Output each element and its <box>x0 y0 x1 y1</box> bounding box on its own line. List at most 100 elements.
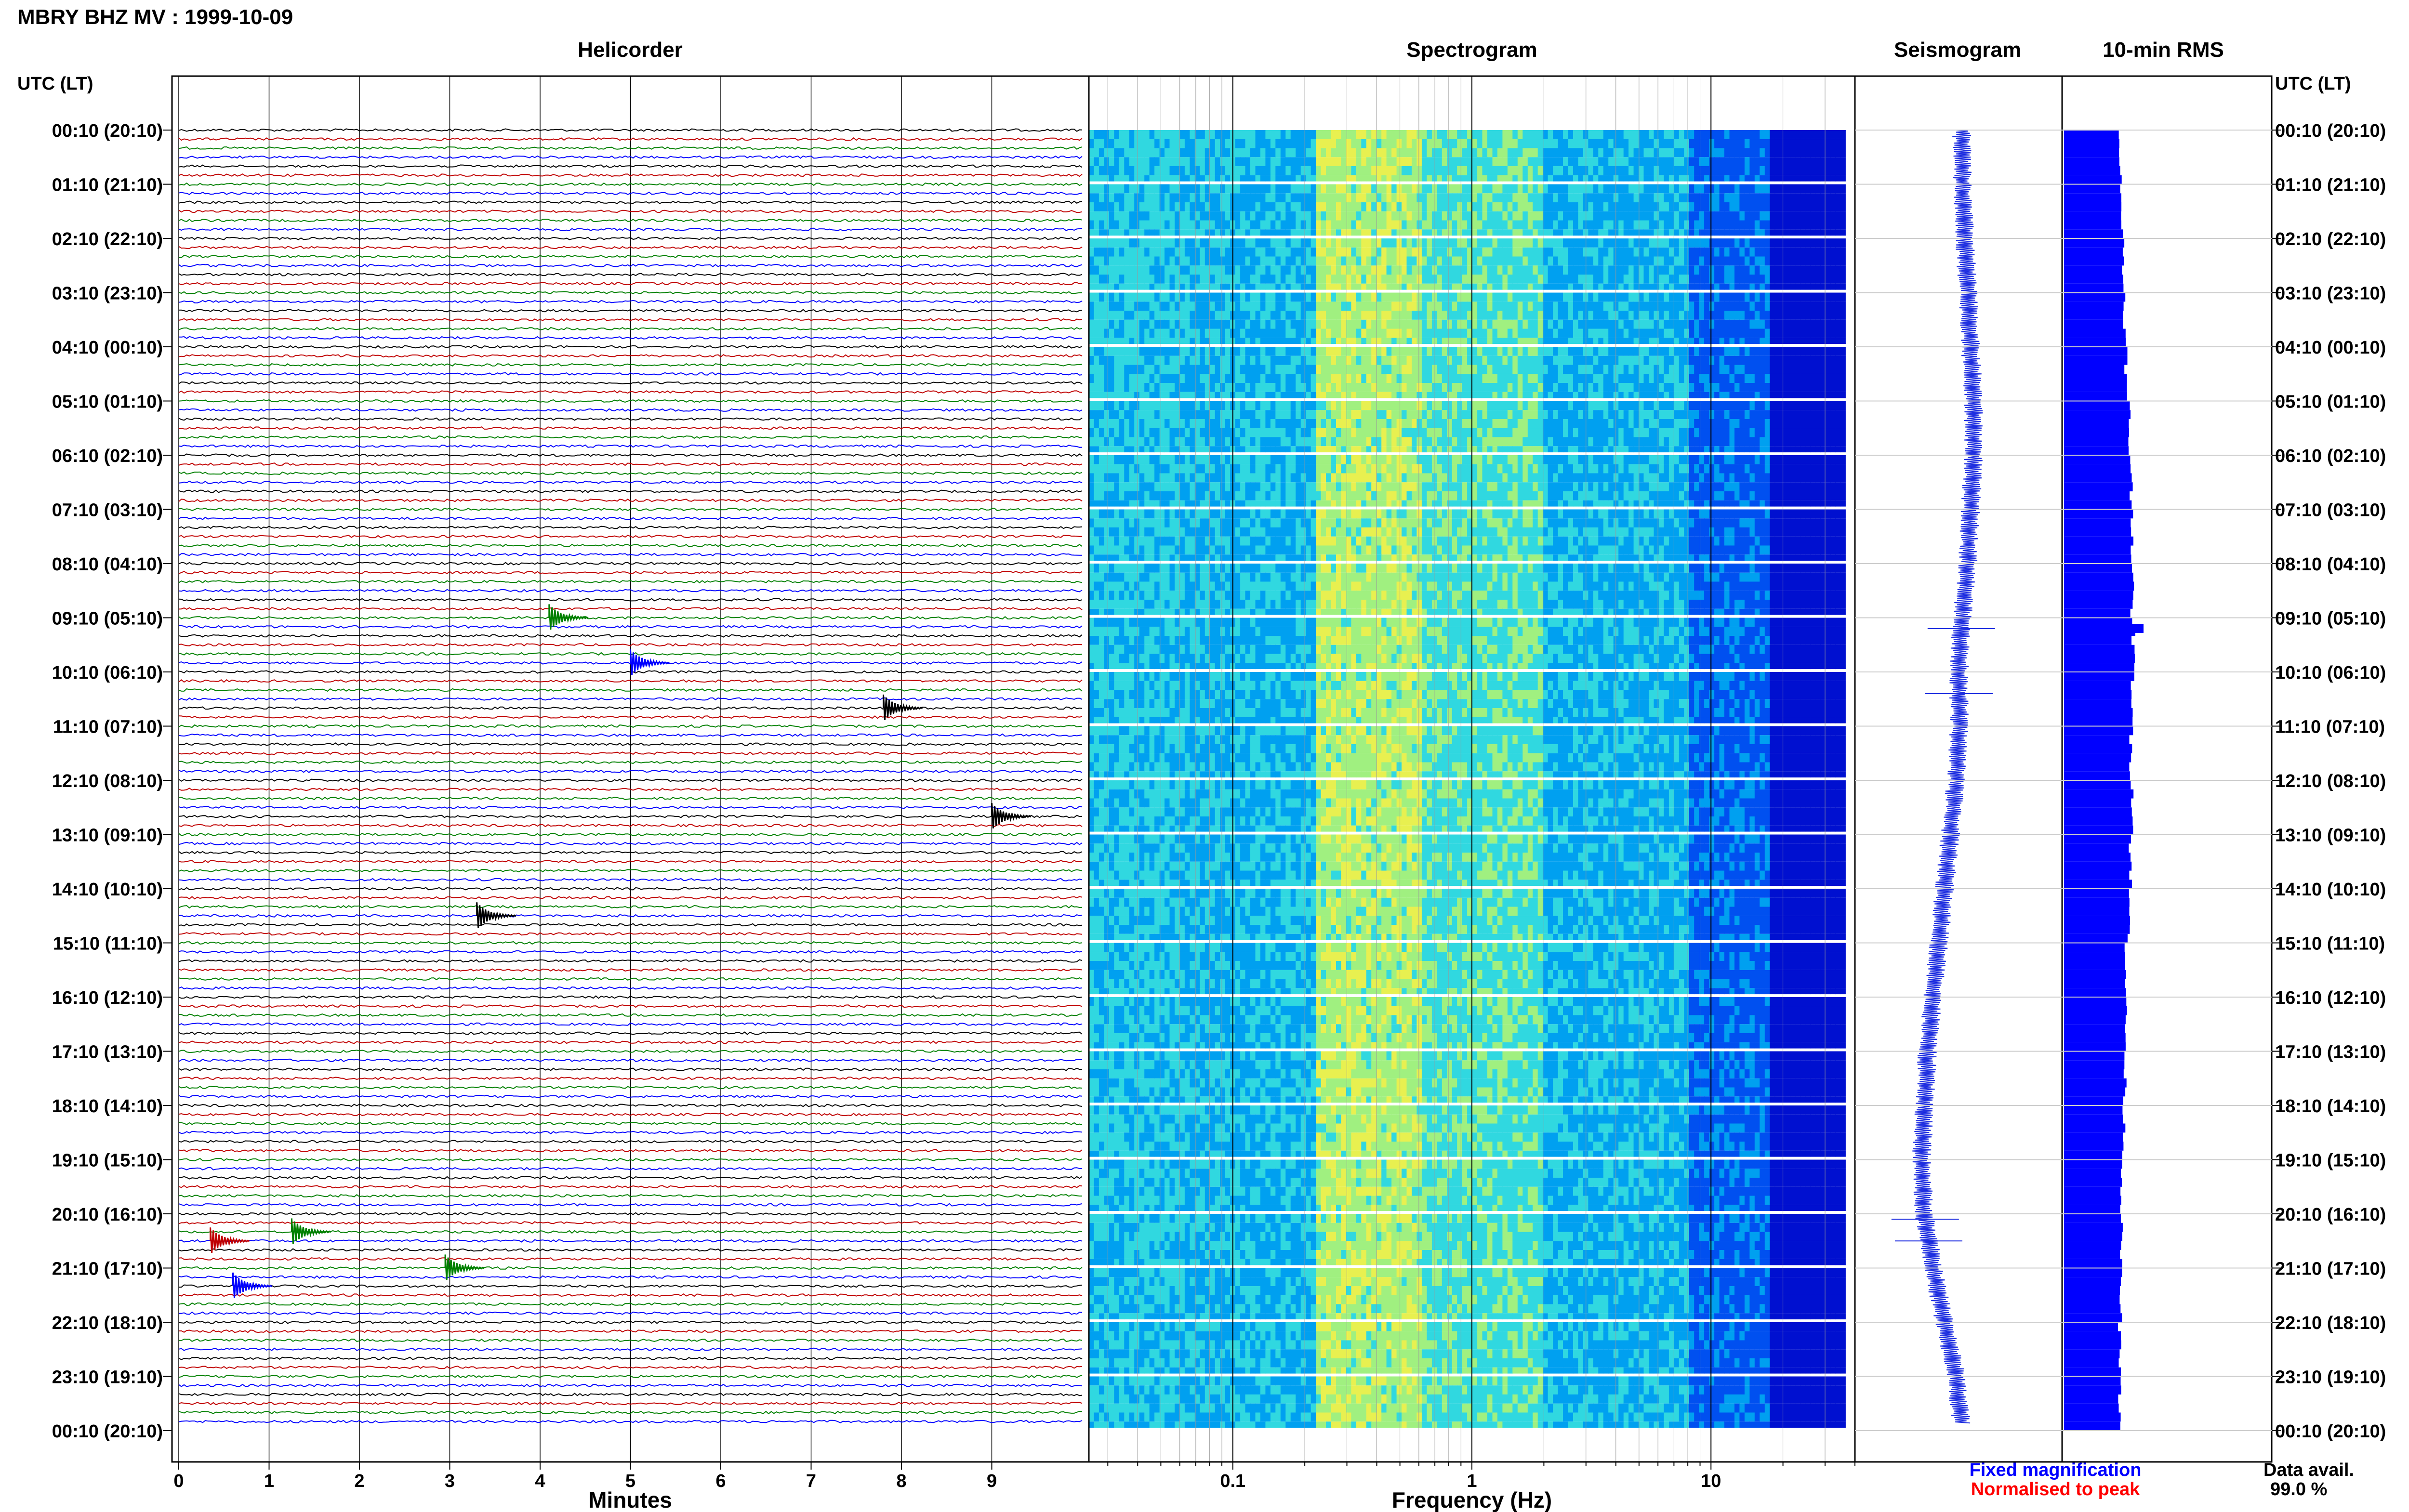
spectrogram-cell <box>1200 293 1205 302</box>
spectrogram-cell <box>1472 221 1478 230</box>
spectrogram-cell <box>1170 130 1175 139</box>
spectrogram-cell <box>1124 148 1129 158</box>
spectrogram-cell <box>1412 221 1417 230</box>
spectrogram-cell <box>1250 284 1256 290</box>
spectrogram-cell <box>1416 275 1422 284</box>
spectrogram-cell <box>1785 265 1790 275</box>
spectrogram-cell <box>1654 202 1659 211</box>
spectrogram-cell <box>1739 275 1745 284</box>
spectrogram-cell <box>1522 392 1528 398</box>
spectrogram-cell <box>1316 275 1321 284</box>
spectrogram-panel: 0.1 1 10 <box>1089 76 1855 1491</box>
spectrogram-cell <box>1397 338 1402 344</box>
spectrogram-cell <box>1437 130 1442 139</box>
spectrogram-cell <box>1412 356 1417 365</box>
spectrogram-cell <box>1820 374 1826 383</box>
spectrogram-cell <box>1391 265 1397 275</box>
spectrogram-cell <box>1558 365 1563 374</box>
spectrogram-cell <box>1588 238 1593 248</box>
spectrogram-cell <box>1477 410 1482 419</box>
spectrogram-cell <box>1225 130 1231 139</box>
spectrogram-cell <box>1528 238 1533 248</box>
spectrogram-cell <box>1422 130 1427 139</box>
spectrogram-cell <box>1154 148 1160 158</box>
spectrogram-cell <box>1427 130 1432 139</box>
spectrogram-cell <box>1573 148 1578 158</box>
spectrogram-cell <box>1256 410 1261 419</box>
spectrogram-cell <box>1578 338 1583 344</box>
spectrogram-cell <box>1745 365 1750 374</box>
spectrogram-cell <box>1452 293 1457 302</box>
spectrogram-cell <box>1397 166 1402 175</box>
spectrogram-cell <box>1724 410 1730 419</box>
spectrogram-cell <box>1674 139 1679 148</box>
spectrogram-cell <box>1215 410 1220 419</box>
spectrogram-cell <box>1568 410 1574 419</box>
spectrogram-cell <box>1805 356 1811 365</box>
spectrogram-cell <box>1397 383 1402 392</box>
spectrogram-cell <box>1442 329 1447 338</box>
spectrogram-cell <box>1271 311 1276 320</box>
spectrogram-cell <box>1472 329 1478 338</box>
spectrogram-cell <box>1089 329 1094 338</box>
spectrogram-cell <box>1689 202 1694 211</box>
spectrogram-cell <box>1775 347 1780 356</box>
spectrogram-cell <box>1351 130 1356 139</box>
spectrogram-cell <box>1749 229 1755 236</box>
spectrogram-cell <box>1381 184 1387 194</box>
spectrogram-cell <box>1165 221 1170 230</box>
spectrogram-cell <box>1190 202 1195 211</box>
spectrogram-cell <box>1215 238 1220 248</box>
spectrogram-cell <box>1361 320 1366 329</box>
spectrogram-cell <box>1634 139 1639 148</box>
spectrogram-cell <box>1755 184 1760 194</box>
spectrogram-cell <box>1588 157 1593 166</box>
spectrogram-cell <box>1739 248 1745 257</box>
spectrogram-cell <box>1089 383 1094 392</box>
spectrogram-cell <box>1704 365 1709 374</box>
spectrogram-cell <box>1548 229 1553 236</box>
spectrogram-cell <box>1745 202 1750 211</box>
spectrogram-cell <box>1442 347 1447 356</box>
spectrogram-cell <box>1800 202 1805 211</box>
spectrogram-cell <box>1704 383 1709 392</box>
spectrogram-cell <box>1104 320 1109 329</box>
spectrogram-cell <box>1608 157 1614 166</box>
spectrogram-cell <box>1341 383 1346 392</box>
spectrogram-cell <box>1508 193 1513 202</box>
spectrogram-cell <box>1160 229 1165 236</box>
spectrogram-cell <box>1089 221 1094 230</box>
spectrogram-cell <box>1452 229 1457 236</box>
spectrogram-cell <box>1291 311 1296 320</box>
spectrogram-cell <box>1265 229 1271 236</box>
spectrogram-cell <box>1397 347 1402 356</box>
spectrogram-cell <box>1265 265 1271 275</box>
spectrogram-cell <box>1416 329 1422 338</box>
spectrogram-cell <box>1124 130 1129 139</box>
spectrogram-cell <box>1654 401 1659 410</box>
helicorder-x-tick-label: 9 <box>987 1471 997 1491</box>
spectrogram-cell <box>1402 374 1407 383</box>
spectrogram-cell <box>1336 284 1341 290</box>
spectrogram-cell <box>1407 157 1412 166</box>
spectrogram-cell <box>1825 257 1830 266</box>
spectrogram-cell <box>1674 148 1679 158</box>
spectrogram-cell <box>1578 257 1583 266</box>
spectrogram-cell <box>1210 157 1215 166</box>
spectrogram-cell <box>1568 383 1574 392</box>
spectrogram-cell <box>1840 193 1846 202</box>
spectrogram-cell <box>1497 347 1503 356</box>
spectrogram-cell <box>1835 193 1840 202</box>
spectrogram-cell <box>1734 166 1740 175</box>
spectrogram-cell <box>1311 175 1316 182</box>
spectrogram-cell <box>1104 257 1109 266</box>
spectrogram-cell <box>1634 221 1639 230</box>
spectrogram-cell <box>1795 374 1800 383</box>
spectrogram-cell <box>1538 302 1543 311</box>
spectrogram-cell <box>1538 157 1543 166</box>
spectrogram-cell <box>1452 257 1457 266</box>
spectrogram-cell <box>1730 320 1735 329</box>
spectrogram-cell <box>1628 293 1634 302</box>
spectrogram-cell <box>1679 166 1684 175</box>
spectrogram-cell <box>1639 410 1644 419</box>
